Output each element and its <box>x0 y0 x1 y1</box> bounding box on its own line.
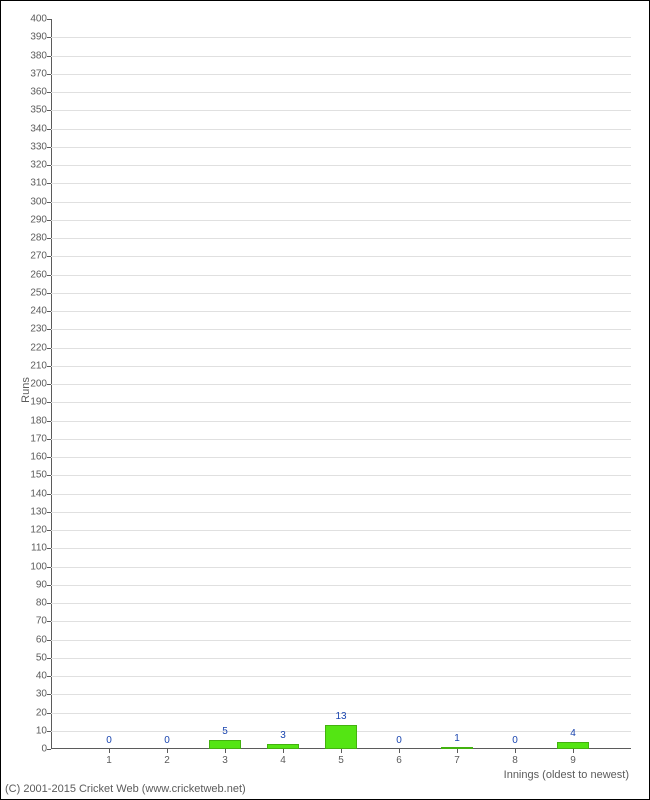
y-tick-label: 160 <box>30 452 47 463</box>
y-tick-label: 220 <box>30 342 47 353</box>
y-tick-label: 150 <box>30 470 47 481</box>
y-tick-label: 30 <box>36 689 47 700</box>
bar-value-label: 0 <box>164 735 170 746</box>
x-tick-label: 9 <box>570 755 576 766</box>
x-tick-label: 4 <box>280 755 286 766</box>
y-tick-label: 340 <box>30 123 47 134</box>
y-tick-label: 370 <box>30 68 47 79</box>
bar-value-label: 3 <box>280 730 286 741</box>
y-tick-label: 60 <box>36 634 47 645</box>
y-tick-label: 190 <box>30 397 47 408</box>
y-axis-title: Runs <box>20 377 32 403</box>
y-tick-label: 270 <box>30 251 47 262</box>
y-tick-label: 240 <box>30 306 47 317</box>
y-tick-label: 210 <box>30 360 47 371</box>
y-tick-label: 70 <box>36 616 47 627</box>
bar-value-label: 1 <box>454 733 460 744</box>
y-tick-label: 40 <box>36 671 47 682</box>
y-tick-label: 120 <box>30 525 47 536</box>
y-tick-label: 360 <box>30 87 47 98</box>
y-tick-label: 80 <box>36 598 47 609</box>
bar-value-label: 13 <box>335 711 346 722</box>
y-tick-label: 350 <box>30 105 47 116</box>
y-tick-label: 170 <box>30 433 47 444</box>
y-tick-label: 320 <box>30 160 47 171</box>
chart-container: 0102030405060708090100110120130140150160… <box>0 0 650 800</box>
bar-value-label: 0 <box>512 735 518 746</box>
bar-value-label: 0 <box>106 735 112 746</box>
y-tick-label: 20 <box>36 707 47 718</box>
x-tick-label: 6 <box>396 755 402 766</box>
y-tick-label: 100 <box>30 561 47 572</box>
x-tick-label: 8 <box>512 755 518 766</box>
y-tick-label: 10 <box>36 725 47 736</box>
y-tick-label: 50 <box>36 652 47 663</box>
bar <box>325 725 357 749</box>
plot-area: 0102030405060708090100110120130140150160… <box>51 19 631 749</box>
x-tick-label: 3 <box>222 755 228 766</box>
y-tick-label: 280 <box>30 233 47 244</box>
bar-value-label: 4 <box>570 728 576 739</box>
y-tick-label: 330 <box>30 141 47 152</box>
bar-value-label: 0 <box>396 735 402 746</box>
y-tick-label: 110 <box>31 543 47 554</box>
y-tick-label: 390 <box>30 32 47 43</box>
y-tick-label: 260 <box>30 269 47 280</box>
x-axis-title: Innings (oldest to newest) <box>504 769 629 781</box>
bar <box>557 742 589 749</box>
y-tick-label: 200 <box>30 379 47 390</box>
x-tick-label: 5 <box>338 755 344 766</box>
y-tick-label: 250 <box>30 287 47 298</box>
x-tick-label: 1 <box>106 755 112 766</box>
y-tick-label: 290 <box>30 214 47 225</box>
y-tick-label: 310 <box>30 178 47 189</box>
bar-value-label: 5 <box>222 726 228 737</box>
y-tick-label: 230 <box>30 324 47 335</box>
y-tick-label: 140 <box>30 488 47 499</box>
y-tick-label: 130 <box>30 506 47 517</box>
bar <box>209 740 241 749</box>
copyright-text: (C) 2001-2015 Cricket Web (www.cricketwe… <box>5 783 246 795</box>
y-tick-label: 400 <box>30 14 47 25</box>
x-tick-label: 7 <box>454 755 460 766</box>
x-tick-label: 2 <box>164 755 170 766</box>
y-tick-label: 300 <box>30 196 47 207</box>
y-tick-label: 180 <box>30 415 47 426</box>
y-tick-label: 90 <box>36 579 47 590</box>
y-tick-label: 380 <box>30 50 47 61</box>
y-tick-label: 0 <box>41 744 47 755</box>
